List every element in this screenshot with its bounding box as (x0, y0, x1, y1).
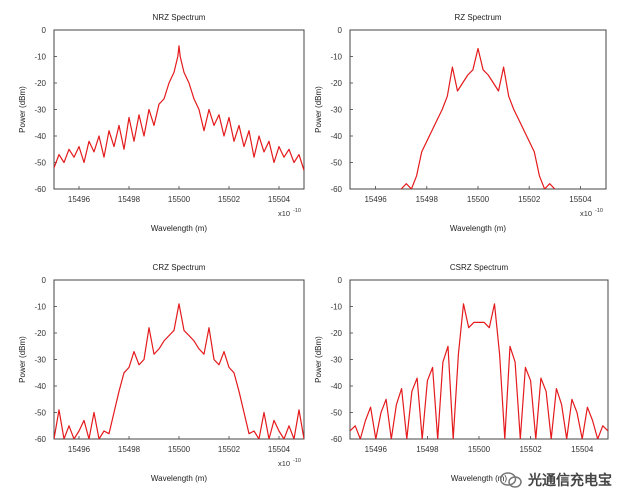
y-axis-label: Power (dBm) (314, 86, 323, 133)
y-tick-label: -50 (330, 159, 342, 168)
y-tick-label: -10 (34, 53, 46, 62)
x-axis-label: Wavelength (m) (450, 224, 507, 233)
y-tick-label: -30 (34, 106, 46, 115)
x-tick-label: 15496 (364, 195, 387, 204)
x-tick-label: 15498 (118, 445, 141, 454)
x-tick-label: 15496 (68, 445, 91, 454)
x-axis-label: Wavelength (m) (151, 474, 208, 483)
y-tick-label: -30 (34, 356, 46, 365)
x-tick-label: 15500 (168, 195, 191, 204)
x-tick-label: 15500 (467, 195, 490, 204)
x-exponent-label: x10 (580, 209, 592, 218)
chart-panel-4: CSRZ Spectrum 0 -10 -20 -30 -40 -50 -60 15496 154… (314, 263, 609, 483)
x-tick-label: 15500 (168, 445, 191, 454)
x-axis-label: Wavelength (m) (451, 474, 508, 483)
x-tick-label: 15504 (268, 445, 291, 454)
x-tick-label: 15504 (268, 195, 291, 204)
y-tick-label: 0 (42, 276, 47, 285)
x-tick-label: 15496 (365, 445, 388, 454)
x-tick-label: 15504 (569, 195, 592, 204)
chart-title: NRZ Spectrum (153, 13, 206, 22)
x-exponent-value: -10 (293, 208, 301, 214)
series-line-csrz (350, 303, 608, 439)
y-tick-label: -20 (330, 79, 342, 88)
y-tick-label: -20 (34, 329, 46, 338)
series-line-crz (54, 303, 304, 439)
y-tick-label: -30 (330, 106, 342, 115)
chart-panel-3: CRZ Spectrum 0 -10 -20 -30 -40 -50 -60 15496 1549… (18, 263, 305, 483)
series-line-nrz (54, 45, 304, 171)
y-axis-label: Power (dBm) (18, 336, 27, 383)
y-tick-label: -40 (330, 382, 342, 391)
x-exponent-value: -10 (293, 458, 301, 464)
x-tick-label: 15502 (518, 195, 541, 204)
y-tick-label: -60 (34, 435, 46, 444)
watermark: 光通信充电宝 (500, 468, 632, 492)
y-tick-label: 0 (338, 276, 343, 285)
watermark-text: 光通信充电宝 (528, 473, 612, 489)
wechat-icon (500, 472, 522, 488)
y-tick-label: -40 (34, 382, 46, 391)
plot-frame (349, 29, 607, 190)
chart-title: CSRZ Spectrum (450, 263, 509, 272)
x-tick-label: 15496 (68, 195, 91, 204)
x-exponent-value: -10 (595, 208, 603, 214)
y-tick-label: -10 (34, 303, 46, 312)
y-tick-label: 0 (42, 26, 47, 35)
y-tick-label: -10 (330, 53, 342, 62)
x-tick-label: 15498 (416, 195, 439, 204)
y-tick-label: -60 (330, 435, 342, 444)
chart-panel-2: RZ Spectrum 0 -10 -20 -30 -40 -50 -60 15496 15498… (314, 13, 607, 233)
x-tick-label: 15498 (118, 195, 141, 204)
y-tick-label: -50 (330, 409, 342, 418)
y-tick-label: -50 (34, 409, 46, 418)
x-tick-label: 15500 (468, 445, 491, 454)
chart-title: RZ Spectrum (454, 13, 501, 22)
plot-frame (53, 29, 305, 190)
series-line-rz (400, 47, 556, 189)
y-tick-label: -50 (34, 159, 46, 168)
x-exponent-label: x10 (278, 459, 290, 468)
chart-title: CRZ Spectrum (153, 263, 206, 272)
y-tick-label: -40 (34, 132, 46, 141)
chart-panel-1: NRZ Spectrum 0 -10 -20 -30 -40 -50 -60 15496 1549… (18, 13, 305, 233)
x-tick-label: 15504 (571, 445, 594, 454)
y-axis-label: Power (dBm) (18, 86, 27, 133)
y-tick-label: -10 (330, 303, 342, 312)
y-tick-label: -20 (330, 329, 342, 338)
x-tick-label: 15502 (218, 445, 241, 454)
y-tick-label: 0 (338, 26, 343, 35)
x-tick-label: 15498 (416, 445, 439, 454)
x-axis-label: Wavelength (m) (151, 224, 208, 233)
x-tick-label: 15502 (218, 195, 241, 204)
y-tick-label: -30 (330, 356, 342, 365)
x-tick-label: 15502 (519, 445, 542, 454)
y-tick-label: -20 (34, 79, 46, 88)
x-exponent-label: x10 (278, 209, 290, 218)
y-tick-label: -60 (34, 185, 46, 194)
y-axis-label: Power (dBm) (314, 336, 323, 383)
y-tick-label: -60 (330, 185, 342, 194)
y-tick-label: -40 (330, 132, 342, 141)
